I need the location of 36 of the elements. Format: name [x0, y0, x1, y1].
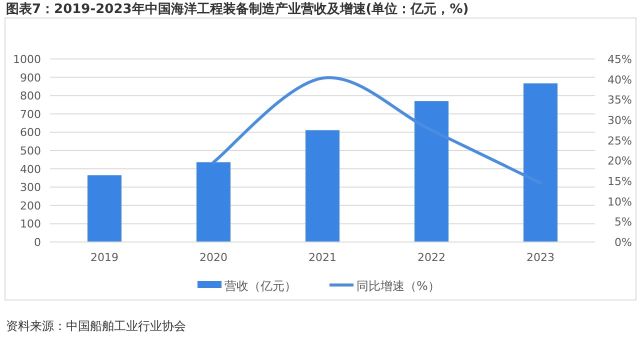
- y-tick-label: 500: [20, 144, 41, 158]
- y2-tick-label: 10%: [608, 195, 632, 208]
- legend-label: 营收（亿元）: [224, 279, 296, 293]
- legend-label: 同比增速（%）: [356, 279, 440, 293]
- bar: [196, 162, 230, 242]
- x-tick-label: 2021: [308, 251, 336, 264]
- y-tick-label: 800: [20, 90, 41, 103]
- y2-tick-label: 20%: [608, 154, 632, 168]
- y2-tick-label: 40%: [608, 73, 632, 86]
- y-tick-label: 0: [34, 236, 41, 249]
- y-tick-label: 200: [20, 199, 41, 212]
- y-tick-label: 600: [20, 126, 41, 140]
- y-tick-label: 1000: [13, 53, 41, 66]
- chart-title: 图表7：2019-2023年中国海洋工程装备制造产业营收及增速(单位：亿元，%): [6, 1, 469, 17]
- y2-tick-label: 0%: [614, 236, 632, 249]
- y-tick-label: 700: [20, 108, 41, 121]
- y-tick-label: 900: [20, 71, 41, 84]
- bar: [524, 83, 558, 242]
- y2-tick-label: 45%: [608, 53, 632, 66]
- y2-tick-label: 30%: [608, 114, 632, 127]
- line-series: [212, 76, 542, 185]
- y2-tick-label: 25%: [608, 134, 632, 148]
- bar: [88, 175, 122, 242]
- y-tick-label: 300: [20, 181, 41, 194]
- x-tick-label: 2023: [526, 251, 554, 264]
- x-tick-label: 2019: [90, 251, 118, 264]
- x-tick-label: 2020: [200, 251, 228, 264]
- y2-tick-label: 35%: [608, 94, 632, 107]
- text: 资料来源：中国船舶工业行业协会: [6, 319, 186, 333]
- bar: [306, 130, 340, 242]
- y-tick-label: 100: [20, 218, 41, 231]
- y2-tick-label: 15%: [608, 175, 632, 188]
- x-tick-label: 2022: [418, 251, 446, 264]
- y2-tick-label: 5%: [614, 216, 632, 229]
- bar: [414, 101, 448, 242]
- y-tick-label: 400: [20, 162, 41, 176]
